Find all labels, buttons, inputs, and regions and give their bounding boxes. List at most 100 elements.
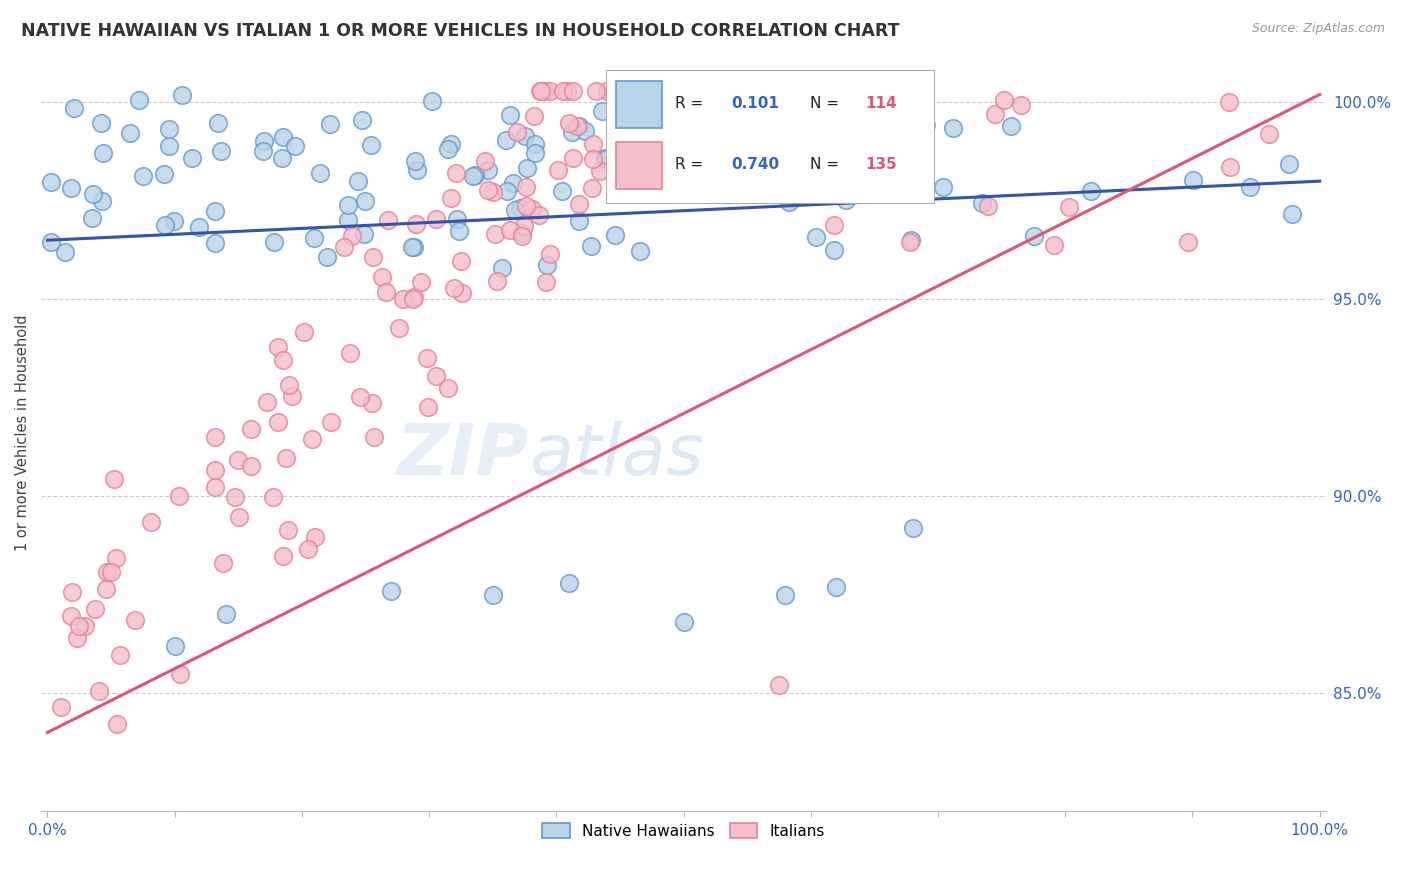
Point: [1059, 200, 1081, 214]
Point: [591, 103, 613, 118]
Point: [1281, 207, 1303, 221]
Point: [740, 106, 762, 120]
Point: [211, 144, 233, 158]
Point: [405, 162, 427, 177]
Point: [523, 109, 546, 123]
Point: [157, 122, 180, 136]
Point: [581, 180, 603, 194]
Point: [96, 565, 118, 579]
Point: [568, 120, 591, 134]
Point: [589, 164, 612, 178]
Point: [491, 260, 513, 275]
Point: [353, 227, 375, 242]
Point: [284, 139, 307, 153]
Point: [446, 211, 468, 226]
Point: [596, 84, 619, 98]
Point: [609, 84, 631, 98]
Point: [204, 235, 226, 250]
Point: [602, 88, 624, 103]
Point: [582, 152, 605, 166]
Text: ZIP: ZIP: [396, 421, 530, 491]
Point: [361, 250, 384, 264]
Point: [523, 136, 546, 151]
Point: [1042, 238, 1064, 252]
Point: [404, 153, 426, 168]
Point: [416, 351, 439, 366]
Point: [561, 151, 583, 165]
Point: [103, 471, 125, 485]
Point: [536, 275, 558, 289]
Point: [512, 219, 534, 234]
Point: [672, 615, 695, 630]
Point: [204, 480, 226, 494]
Point: [823, 219, 845, 233]
Point: [39, 235, 62, 250]
Point: [558, 575, 581, 590]
Point: [256, 395, 278, 409]
Legend: Native Hawaiians, Italians: Native Hawaiians, Italians: [536, 817, 831, 845]
Point: [252, 134, 274, 148]
Point: [463, 169, 485, 184]
Point: [301, 433, 323, 447]
Point: [402, 290, 425, 304]
Point: [557, 115, 579, 129]
Point: [908, 153, 931, 167]
Point: [835, 169, 858, 184]
Point: [82, 186, 104, 201]
Text: atlas: atlas: [530, 421, 704, 491]
Point: [55, 244, 77, 259]
Point: [139, 515, 162, 529]
Point: [1022, 229, 1045, 244]
Point: [876, 146, 898, 161]
Point: [262, 490, 284, 504]
Point: [388, 321, 411, 335]
Point: [486, 274, 509, 288]
Point: [595, 152, 617, 166]
Point: [124, 613, 146, 627]
Point: [631, 84, 654, 98]
Point: [153, 168, 176, 182]
Point: [276, 450, 298, 465]
Point: [240, 421, 263, 435]
Point: [484, 227, 506, 241]
Point: [444, 166, 467, 180]
Point: [440, 136, 463, 151]
Point: [1182, 172, 1205, 186]
Text: Source: ZipAtlas.com: Source: ZipAtlas.com: [1251, 22, 1385, 36]
Point: [516, 161, 538, 175]
Point: [163, 214, 186, 228]
Point: [425, 212, 447, 227]
Point: [277, 523, 299, 537]
Point: [495, 133, 517, 147]
Point: [846, 151, 869, 165]
Point: [360, 396, 382, 410]
Point: [402, 240, 425, 254]
Point: [105, 716, 128, 731]
Point: [603, 84, 626, 98]
Point: [522, 202, 544, 216]
Point: [443, 281, 465, 295]
Point: [422, 95, 444, 109]
Point: [502, 176, 524, 190]
Point: [510, 226, 533, 240]
Point: [898, 235, 921, 249]
Point: [401, 240, 423, 254]
Point: [353, 194, 375, 209]
Point: [66, 631, 89, 645]
Point: [211, 556, 233, 570]
Point: [204, 463, 226, 477]
Point: [529, 84, 551, 98]
Point: [319, 117, 342, 131]
Point: [363, 430, 385, 444]
Point: [309, 166, 332, 180]
Point: [515, 199, 537, 213]
Point: [509, 201, 531, 215]
Point: [628, 244, 651, 259]
Point: [634, 84, 657, 98]
Point: [181, 151, 204, 165]
Point: [970, 195, 993, 210]
Point: [94, 582, 117, 597]
Point: [392, 292, 415, 306]
Point: [477, 183, 499, 197]
Point: [823, 244, 845, 258]
